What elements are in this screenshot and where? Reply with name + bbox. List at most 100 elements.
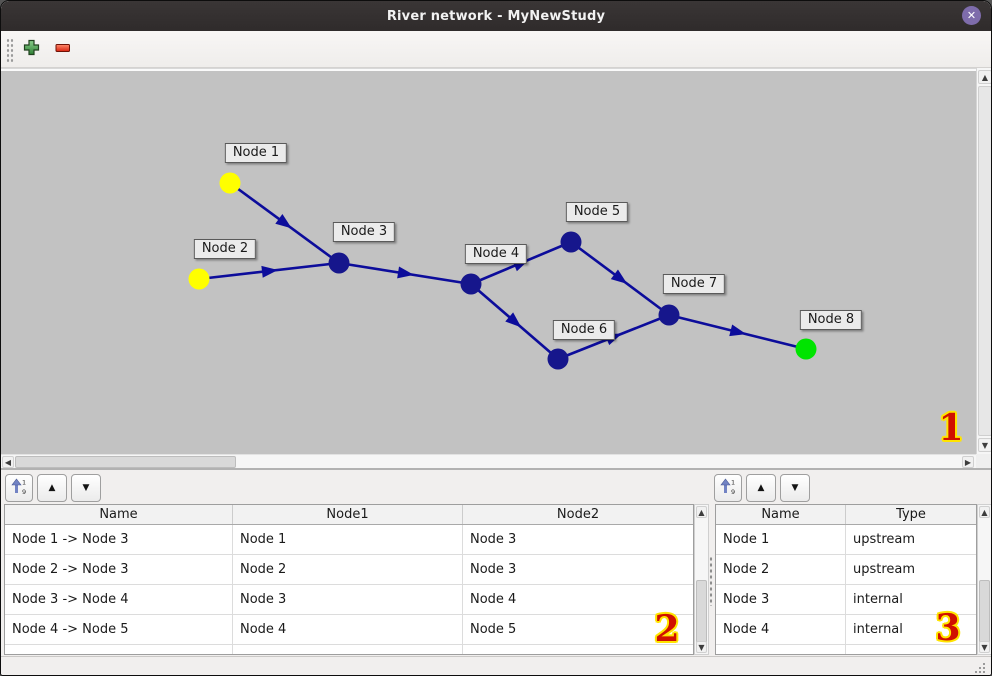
nodes-table: Name Type Node 1 upstream Node 2 upstream Nod… bbox=[715, 504, 977, 655]
title-bar[interactable]: River network - MyNewStudy ✕ bbox=[1, 1, 991, 31]
node-label[interactable]: Node 2 bbox=[193, 239, 257, 259]
scroll-up-icon[interactable]: ▲ bbox=[978, 70, 991, 84]
table-cell[interactable]: Node 1 -> Node 3 bbox=[5, 525, 233, 555]
table-cell[interactable]: Node 1 bbox=[233, 525, 463, 555]
edge-arrow-icon bbox=[729, 324, 747, 337]
table-cell[interactable]: Node 3 bbox=[463, 555, 693, 585]
links-move-down-button[interactable]: ▼ bbox=[71, 474, 101, 502]
nodes-scroll-thumb[interactable] bbox=[979, 580, 990, 643]
table-cell[interactable]: Node 4 bbox=[233, 615, 463, 645]
table-cell[interactable]: Node 3 -> Node 4 bbox=[5, 585, 233, 615]
links-table-scrollbar[interactable]: ▲ ▼ bbox=[694, 504, 709, 655]
table-cell[interactable]: Node 5 bbox=[463, 615, 693, 645]
links-move-up-button[interactable]: ▲ bbox=[37, 474, 67, 502]
table-cell[interactable] bbox=[233, 645, 463, 654]
table-row[interactable]: Node 3 internal bbox=[716, 585, 976, 615]
links-scroll-thumb[interactable] bbox=[696, 580, 707, 643]
canvas-horizontal-scrollbar[interactable]: ◀ ▶ bbox=[1, 454, 976, 468]
close-button[interactable]: ✕ bbox=[962, 6, 981, 25]
table-cell[interactable]: internal bbox=[846, 585, 976, 615]
triangle-down-icon: ▼ bbox=[791, 482, 799, 493]
table-cell[interactable]: Node 2 bbox=[233, 555, 463, 585]
svg-text:9: 9 bbox=[22, 488, 26, 495]
nodes-table-scrollbar[interactable]: ▲ ▼ bbox=[977, 504, 991, 655]
scroll-down-icon[interactable]: ▼ bbox=[978, 438, 991, 452]
network-node[interactable] bbox=[560, 231, 582, 253]
river-network-canvas[interactable]: Node 1 Node 2 Node 3 Node 4 Node 5 Node 6 Node… bbox=[1, 68, 976, 454]
node-label[interactable]: Node 6 bbox=[552, 320, 616, 340]
node-label[interactable]: Node 5 bbox=[565, 202, 629, 222]
node-label[interactable]: Node 3 bbox=[332, 222, 396, 242]
network-node[interactable] bbox=[188, 268, 210, 290]
edge-arrow-icon bbox=[397, 266, 414, 279]
table-cell[interactable] bbox=[846, 645, 976, 654]
table-cell[interactable]: Node 2 bbox=[716, 555, 846, 585]
scroll-down-icon[interactable]: ▼ bbox=[979, 641, 990, 653]
table-row[interactable]: Node 4 -> Node 5 Node 4 Node 5 bbox=[5, 615, 693, 645]
vertical-splitter-grip-icon[interactable] bbox=[709, 556, 713, 606]
toolbar-drag-handle-icon[interactable] bbox=[6, 38, 14, 62]
add-button[interactable] bbox=[19, 31, 43, 68]
table-cell[interactable] bbox=[716, 645, 846, 654]
network-node[interactable] bbox=[460, 273, 482, 295]
table-row[interactable]: Node 2 upstream bbox=[716, 555, 976, 585]
triangle-down-icon: ▼ bbox=[82, 482, 90, 493]
network-node[interactable] bbox=[795, 338, 817, 360]
remove-minus-icon bbox=[55, 42, 71, 57]
network-node[interactable] bbox=[219, 172, 241, 194]
links-table: Name Node1 Node2 Node 1 -> Node 3 Node 1 Nod… bbox=[4, 504, 694, 655]
table-row[interactable]: Node 1 -> Node 3 Node 1 Node 3 bbox=[5, 525, 693, 555]
scroll-up-icon[interactable]: ▲ bbox=[696, 506, 707, 518]
nodes-move-up-button[interactable]: ▲ bbox=[746, 474, 776, 502]
table-row[interactable]: Node 4 internal bbox=[716, 615, 976, 645]
table-cell[interactable]: Node 4 bbox=[716, 615, 846, 645]
network-node[interactable] bbox=[658, 304, 680, 326]
table-cell[interactable]: Node 1 bbox=[716, 525, 846, 555]
resize-grip-icon[interactable] bbox=[983, 671, 985, 673]
remove-button[interactable] bbox=[51, 31, 75, 68]
table-row[interactable]: Node 1 upstream bbox=[716, 525, 976, 555]
canvas-vscroll-thumb[interactable] bbox=[978, 86, 991, 436]
scroll-down-icon[interactable]: ▼ bbox=[696, 641, 707, 653]
node-label[interactable]: Node 7 bbox=[662, 274, 726, 294]
node-label[interactable]: Node 4 bbox=[464, 244, 528, 264]
nodes-table-body: Node 1 upstream Node 2 upstream Node 3 intern… bbox=[716, 525, 976, 654]
table-cell[interactable]: upstream bbox=[846, 525, 976, 555]
table-cell[interactable] bbox=[5, 645, 233, 654]
table-cell[interactable]: Node 2 -> Node 3 bbox=[5, 555, 233, 585]
table-row-empty[interactable] bbox=[5, 645, 693, 654]
canvas-vertical-scrollbar[interactable]: ▲ ▼ bbox=[976, 68, 991, 454]
column-header-node2[interactable]: Node2 bbox=[556, 507, 600, 522]
table-row[interactable]: Node 2 -> Node 3 Node 2 Node 3 bbox=[5, 555, 693, 585]
nodes-move-down-button[interactable]: ▼ bbox=[780, 474, 810, 502]
canvas-hscroll-thumb[interactable] bbox=[15, 456, 236, 468]
table-row[interactable]: Node 3 -> Node 4 Node 3 Node 4 bbox=[5, 585, 693, 615]
nodes-table-header: Name Type bbox=[716, 505, 976, 525]
edge-arrow-icon bbox=[275, 214, 292, 229]
scroll-up-icon[interactable]: ▲ bbox=[979, 506, 990, 518]
scroll-left-icon[interactable]: ◀ bbox=[2, 456, 14, 468]
table-cell[interactable]: internal bbox=[846, 615, 976, 645]
table-cell[interactable]: Node 4 -> Node 5 bbox=[5, 615, 233, 645]
scroll-right-icon[interactable]: ▶ bbox=[962, 456, 974, 468]
table-cell[interactable]: Node 3 bbox=[716, 585, 846, 615]
network-node[interactable] bbox=[547, 348, 569, 370]
table-cell[interactable]: Node 3 bbox=[233, 585, 463, 615]
network-node[interactable] bbox=[328, 252, 350, 274]
node-label[interactable]: Node 1 bbox=[224, 143, 288, 163]
table-cell[interactable]: Node 4 bbox=[463, 585, 693, 615]
column-header-type[interactable]: Type bbox=[896, 507, 926, 522]
node-label[interactable]: Node 8 bbox=[799, 310, 863, 330]
column-header-name[interactable]: Name bbox=[5, 505, 233, 524]
horizontal-splitter[interactable] bbox=[1, 468, 991, 470]
links-table-body: Node 1 -> Node 3 Node 1 Node 3 Node 2 -> No… bbox=[5, 525, 693, 654]
table-cell[interactable] bbox=[463, 645, 693, 654]
table-row-empty[interactable] bbox=[716, 645, 976, 654]
nodes-sort-button[interactable]: 1 9 bbox=[714, 474, 742, 502]
column-header-node1[interactable]: Node1 bbox=[233, 505, 463, 524]
svg-text:9: 9 bbox=[731, 488, 735, 495]
table-cell[interactable]: upstream bbox=[846, 555, 976, 585]
column-header-name[interactable]: Name bbox=[716, 505, 846, 524]
table-cell[interactable]: Node 3 bbox=[463, 525, 693, 555]
links-sort-button[interactable]: 1 9 bbox=[5, 474, 33, 502]
